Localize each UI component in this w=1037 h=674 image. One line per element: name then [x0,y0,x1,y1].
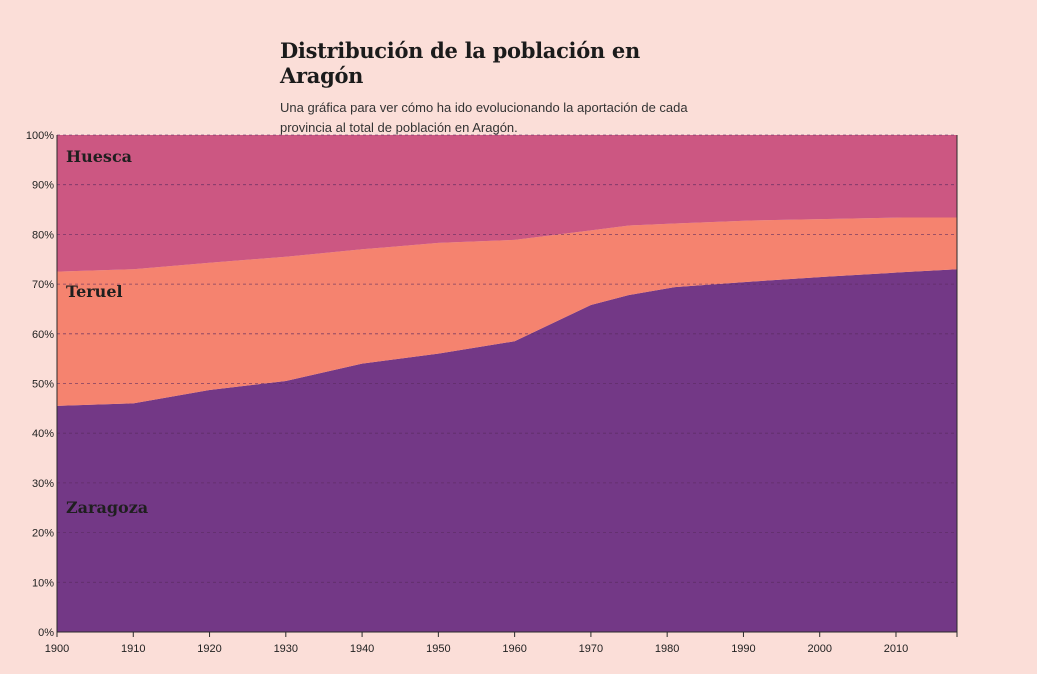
x-tick-label: 1980 [655,643,679,655]
x-tick-label: 1990 [731,643,755,655]
y-tick-label: 20% [32,528,54,540]
y-tick-label: 30% [32,478,54,490]
series-label-huesca: Huesca [66,147,132,166]
x-tick-label: 1920 [197,643,221,655]
area-zaragoza [57,269,957,632]
y-tick-label: 70% [32,279,54,291]
series-label-teruel: Teruel [66,282,123,301]
chart-header: Distribución de la población en Aragón U… [280,38,720,138]
area-huesca [57,135,957,272]
chart-title: Distribución de la población en Aragón [280,38,640,88]
y-tick-label: 80% [32,229,54,241]
y-tick-label: 10% [32,577,54,589]
y-tick-label: 60% [32,329,54,341]
x-tick-label: 1970 [579,643,603,655]
x-tick-label: 1940 [350,643,374,655]
area-teruel [57,217,957,406]
y-tick-label: 100% [26,130,54,142]
x-tick-label: 1910 [121,643,145,655]
x-tick-label: 1960 [502,643,526,655]
y-tick-label: 0% [38,627,54,639]
x-tick-label: 2010 [884,643,908,655]
series-label-zaragoza: Zaragoza [66,498,148,517]
y-tick-label: 40% [32,428,54,440]
x-tick-label: 1930 [274,643,298,655]
chart-subtitle: Una gráfica para ver cómo ha ido evoluci… [280,100,688,135]
y-tick-label: 50% [32,379,54,391]
x-tick-label: 2000 [807,643,831,655]
x-tick-label: 1900 [45,643,69,655]
y-tick-label: 90% [32,180,54,192]
x-tick-label: 1950 [426,643,450,655]
